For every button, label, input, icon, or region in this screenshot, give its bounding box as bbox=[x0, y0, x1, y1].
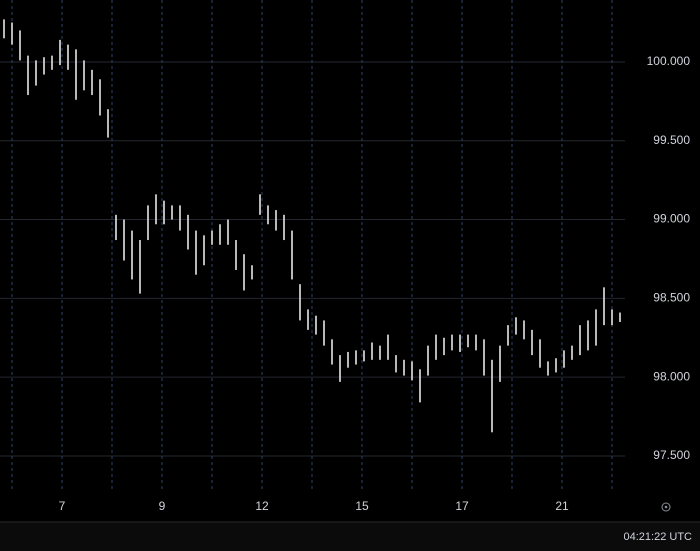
y-tick-label: 98.000 bbox=[653, 369, 690, 383]
x-tick-label: 17 bbox=[455, 499, 469, 513]
x-tick-label: 15 bbox=[355, 499, 369, 513]
status-bar bbox=[0, 522, 700, 551]
x-tick-label: 21 bbox=[555, 499, 569, 513]
y-tick-label: 100.000 bbox=[647, 54, 691, 68]
y-tick-label: 98.500 bbox=[653, 291, 690, 305]
grid bbox=[0, 0, 625, 490]
y-tick-label: 97.500 bbox=[653, 448, 690, 462]
clock: 04:21:22 UTC bbox=[624, 531, 693, 543]
axis-labels: 97.500 98.000 98.500 99.000 99.500 100.000 7 9 1… bbox=[59, 54, 691, 513]
settings-icon[interactable] bbox=[661, 502, 671, 512]
y-tick-label: 99.500 bbox=[653, 133, 690, 147]
x-tick-label: 7 bbox=[59, 499, 66, 513]
x-tick-label: 12 bbox=[255, 499, 269, 513]
bars bbox=[3, 19, 621, 433]
x-tick-label: 9 bbox=[159, 499, 166, 513]
settings-icon-dot bbox=[664, 505, 668, 509]
y-tick-label: 99.000 bbox=[653, 212, 690, 226]
